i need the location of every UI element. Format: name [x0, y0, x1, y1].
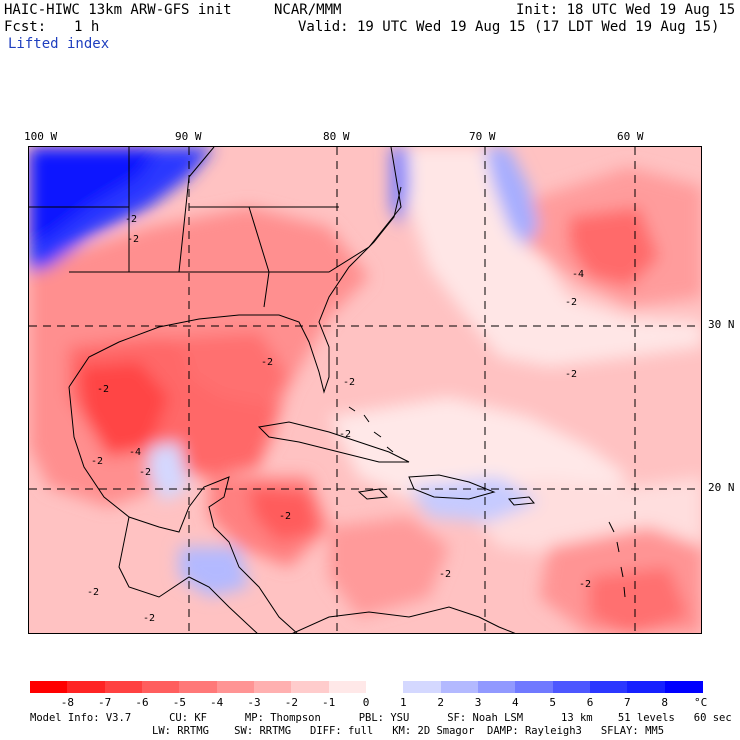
colorbar-swatch: [67, 681, 106, 693]
organization: NCAR/MMM: [274, 2, 342, 18]
colorbar-tick-label: -8: [60, 696, 74, 709]
contour-label: -2: [565, 369, 577, 380]
lat-label-20n: 20 N: [708, 481, 735, 494]
contour-label: -2: [565, 297, 577, 308]
colorbar-tick-label: -6: [135, 696, 149, 709]
lon-label-70w: 70 W: [469, 130, 496, 143]
valid-time: Valid: 19 UTC Wed 19 Aug 15 (17 LDT Wed …: [298, 19, 720, 35]
contour-label: -2: [127, 234, 139, 245]
model-info-line2: LW: RRTMG SW: RRTMG DIFF: full KM: 2D Sm…: [152, 725, 665, 737]
contour-label: -2: [87, 587, 99, 598]
contour-label: -2: [279, 511, 291, 522]
contour-label: -2: [143, 613, 155, 624]
coastlines: [29, 147, 626, 633]
contour-label: -2: [261, 357, 273, 368]
colorbar-tick-label: -1: [322, 696, 336, 709]
colorbar-swatch: [590, 681, 628, 693]
colorbar-swatch: [366, 681, 404, 693]
colorbar-swatch: [328, 681, 367, 693]
colorbar-swatch: [291, 681, 330, 693]
colorbar-tick-label: -7: [98, 696, 112, 709]
colorbar-tick-label: 2: [437, 696, 444, 709]
colorbar-unit: °C: [694, 696, 708, 709]
colorbar-tick-label: -3: [247, 696, 261, 709]
field-name: Lifted index: [8, 36, 110, 52]
forecast-hour: 1 h: [74, 19, 100, 35]
contour-label: -2: [439, 569, 451, 580]
colorbar-swatch: [515, 681, 554, 693]
contour-labels: -2 -2 -2 -2 -4 -2 -2 -2 -2 -4 -2 -2 -2 -…: [87, 214, 591, 624]
init-time: Init: 18 UTC Wed 19 Aug 15: [516, 2, 736, 18]
colorbar-tick-label: -2: [284, 696, 298, 709]
colorbar-tick-label: 8: [661, 696, 668, 709]
lon-label-100w: 100 W: [24, 130, 58, 143]
model-info-line1: Model Info: V3.7 CU: KF MP: Thompson PBL…: [30, 712, 732, 724]
colorbar-swatch: [552, 681, 591, 693]
contour-label: -2: [97, 384, 109, 395]
lon-label-60w: 60 W: [617, 130, 644, 143]
colorbar-tick-label: 5: [549, 696, 556, 709]
model-title: HAIC-HIWC 13km ARW-GFS init: [4, 2, 232, 18]
colorbar-swatch: [30, 681, 68, 693]
colorbar-swatch: [664, 681, 703, 693]
colorbar-swatch: [440, 681, 479, 693]
colorbar-tick-label: -4: [210, 696, 224, 709]
grid-lines: [29, 147, 701, 633]
colorbar-swatch: [142, 681, 180, 693]
colorbar-tick-label: 6: [586, 696, 594, 709]
forecast-label: Fcst:: [4, 19, 47, 35]
contour-label: -4: [129, 447, 141, 458]
colorbar-swatch: [254, 681, 292, 693]
colorbar-swatch: [627, 681, 666, 693]
colorbar-swatch: [403, 681, 442, 693]
map-canvas: -2 -2 -2 -2 -4 -2 -2 -2 -2 -4 -2 -2 -2 -…: [29, 147, 701, 633]
colorbar-tick-label: 0: [362, 696, 370, 709]
lon-label-90w: 90 W: [175, 130, 202, 143]
contour-label: -2: [139, 467, 151, 478]
lat-label-30n: 30 N: [708, 318, 735, 331]
contour-label: -2: [125, 214, 137, 225]
colorbar-tick-label: 3: [474, 696, 482, 709]
lon-label-80w: 80 W: [323, 130, 350, 143]
colorbar-swatch: [104, 681, 143, 693]
colorbar-tick-label: -5: [172, 696, 186, 709]
colorbar-tick-label: 7: [624, 696, 631, 709]
colorbar-swatch: [179, 681, 218, 693]
colorbar-tick-label: 1: [400, 696, 407, 709]
contour-label: -2: [339, 429, 351, 440]
colorbar-swatch: [216, 681, 255, 693]
contour-label: -2: [579, 579, 591, 590]
colorbar-tick-label: 4: [512, 696, 519, 709]
shading-layer: [29, 147, 701, 633]
contour-label: -2: [343, 377, 355, 388]
lifted-index-map: -2 -2 -2 -2 -4 -2 -2 -2 -2 -4 -2 -2 -2 -…: [28, 146, 702, 634]
contour-label: -4: [572, 269, 584, 280]
contour-label: -2: [91, 456, 103, 467]
colorbar-swatch: [478, 681, 516, 693]
